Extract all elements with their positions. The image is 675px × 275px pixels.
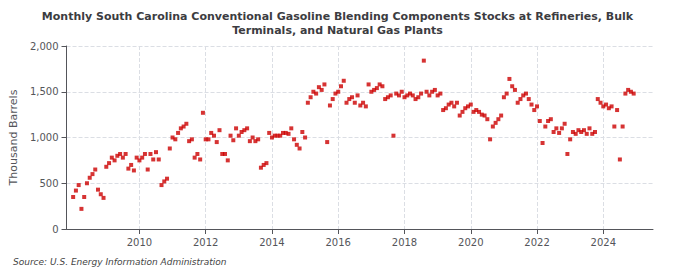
svg-text:2012: 2012 — [193, 237, 218, 248]
svg-text:2022: 2022 — [524, 237, 549, 248]
svg-text:2020: 2020 — [458, 237, 483, 248]
svg-text:2016: 2016 — [326, 237, 351, 248]
svg-text:1,500: 1,500 — [30, 86, 59, 97]
svg-text:2024: 2024 — [591, 237, 616, 248]
svg-text:2,000: 2,000 — [30, 41, 59, 52]
svg-text:0: 0 — [52, 224, 58, 235]
svg-text:2014: 2014 — [259, 237, 284, 248]
svg-text:Terminals, and Natural Gas Pla: Terminals, and Natural Gas Plants — [232, 24, 443, 37]
svg-text:Thousand Barrels: Thousand Barrels — [7, 89, 20, 186]
svg-text:Monthly South Carolina Convent: Monthly South Carolina Conventional Gaso… — [42, 10, 634, 23]
svg-text:500: 500 — [39, 178, 58, 189]
svg-text:2018: 2018 — [392, 237, 417, 248]
svg-text:2010: 2010 — [127, 237, 152, 248]
svg-text:1,000: 1,000 — [30, 132, 59, 143]
svg-text:Source: U.S. Energy Informatio: Source: U.S. Energy Information Administ… — [13, 257, 227, 267]
